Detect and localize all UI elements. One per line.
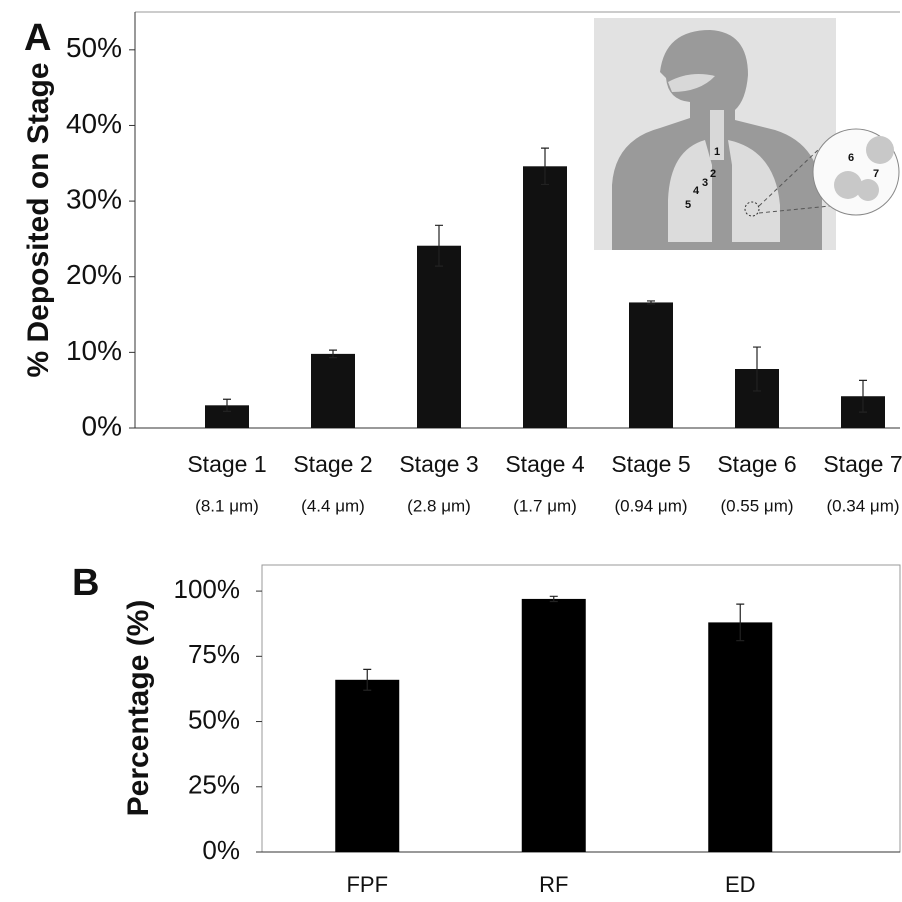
y-tick-label: 100% (174, 574, 241, 604)
x-tick-label: Stage 1 (187, 451, 266, 477)
figure: A% Deposited on Stage0%10%20%30%40%50%St… (0, 0, 902, 902)
y-tick-label: 75% (188, 639, 240, 669)
inset-label: 3 (702, 177, 708, 189)
x-tick-label: Stage 5 (611, 451, 690, 477)
y-tick-label: 50% (188, 704, 240, 734)
x-tick-label: Stage 7 (823, 451, 902, 477)
x-tick-label: ED (725, 872, 756, 897)
panel-label: A (24, 17, 51, 59)
bar (523, 166, 567, 428)
x-tick-sublabel: (0.55 μm) (720, 496, 793, 515)
inset-label: 2 (710, 168, 716, 180)
alveoli (857, 179, 879, 201)
x-tick-label: Stage 4 (505, 451, 584, 477)
bar (335, 680, 399, 852)
x-tick-label: Stage 3 (399, 451, 478, 477)
alveoli (834, 171, 862, 199)
y-tick-label: 30% (66, 183, 122, 214)
inset-label: 1 (714, 146, 720, 158)
inset-illustration (594, 18, 899, 250)
bar (311, 354, 355, 428)
bar (417, 246, 461, 428)
bar (522, 599, 586, 852)
x-tick-sublabel: (8.1 μm) (195, 496, 259, 515)
x-tick-sublabel: (1.7 μm) (513, 496, 577, 515)
x-tick-label: Stage 2 (293, 451, 372, 477)
panel-label: B (72, 562, 99, 604)
x-tick-sublabel: (4.4 μm) (301, 496, 365, 515)
x-tick-label: Stage 6 (717, 451, 796, 477)
inset-label: 7 (873, 168, 879, 180)
y-tick-label: 10% (66, 335, 122, 366)
inset-label: 5 (685, 199, 691, 211)
inset-label: 6 (848, 152, 854, 164)
y-axis-label: % Deposited on Stage (22, 62, 55, 377)
y-tick-label: 20% (66, 259, 122, 290)
x-tick-sublabel: (0.34 μm) (826, 496, 899, 515)
alveoli (866, 136, 894, 164)
y-tick-label: 0% (82, 410, 122, 441)
x-tick-label: RF (539, 872, 568, 897)
inset-label: 4 (693, 185, 700, 197)
y-tick-label: 50% (66, 32, 122, 63)
y-tick-label: 40% (66, 108, 122, 139)
y-tick-label: 0% (202, 835, 240, 865)
y-axis-label: Percentage (%) (122, 600, 155, 817)
x-tick-sublabel: (2.8 μm) (407, 496, 471, 515)
y-tick-label: 25% (188, 770, 240, 800)
bar (629, 302, 673, 428)
x-tick-sublabel: (0.94 μm) (614, 496, 687, 515)
x-tick-label: FPF (346, 872, 388, 897)
bar (708, 622, 772, 852)
